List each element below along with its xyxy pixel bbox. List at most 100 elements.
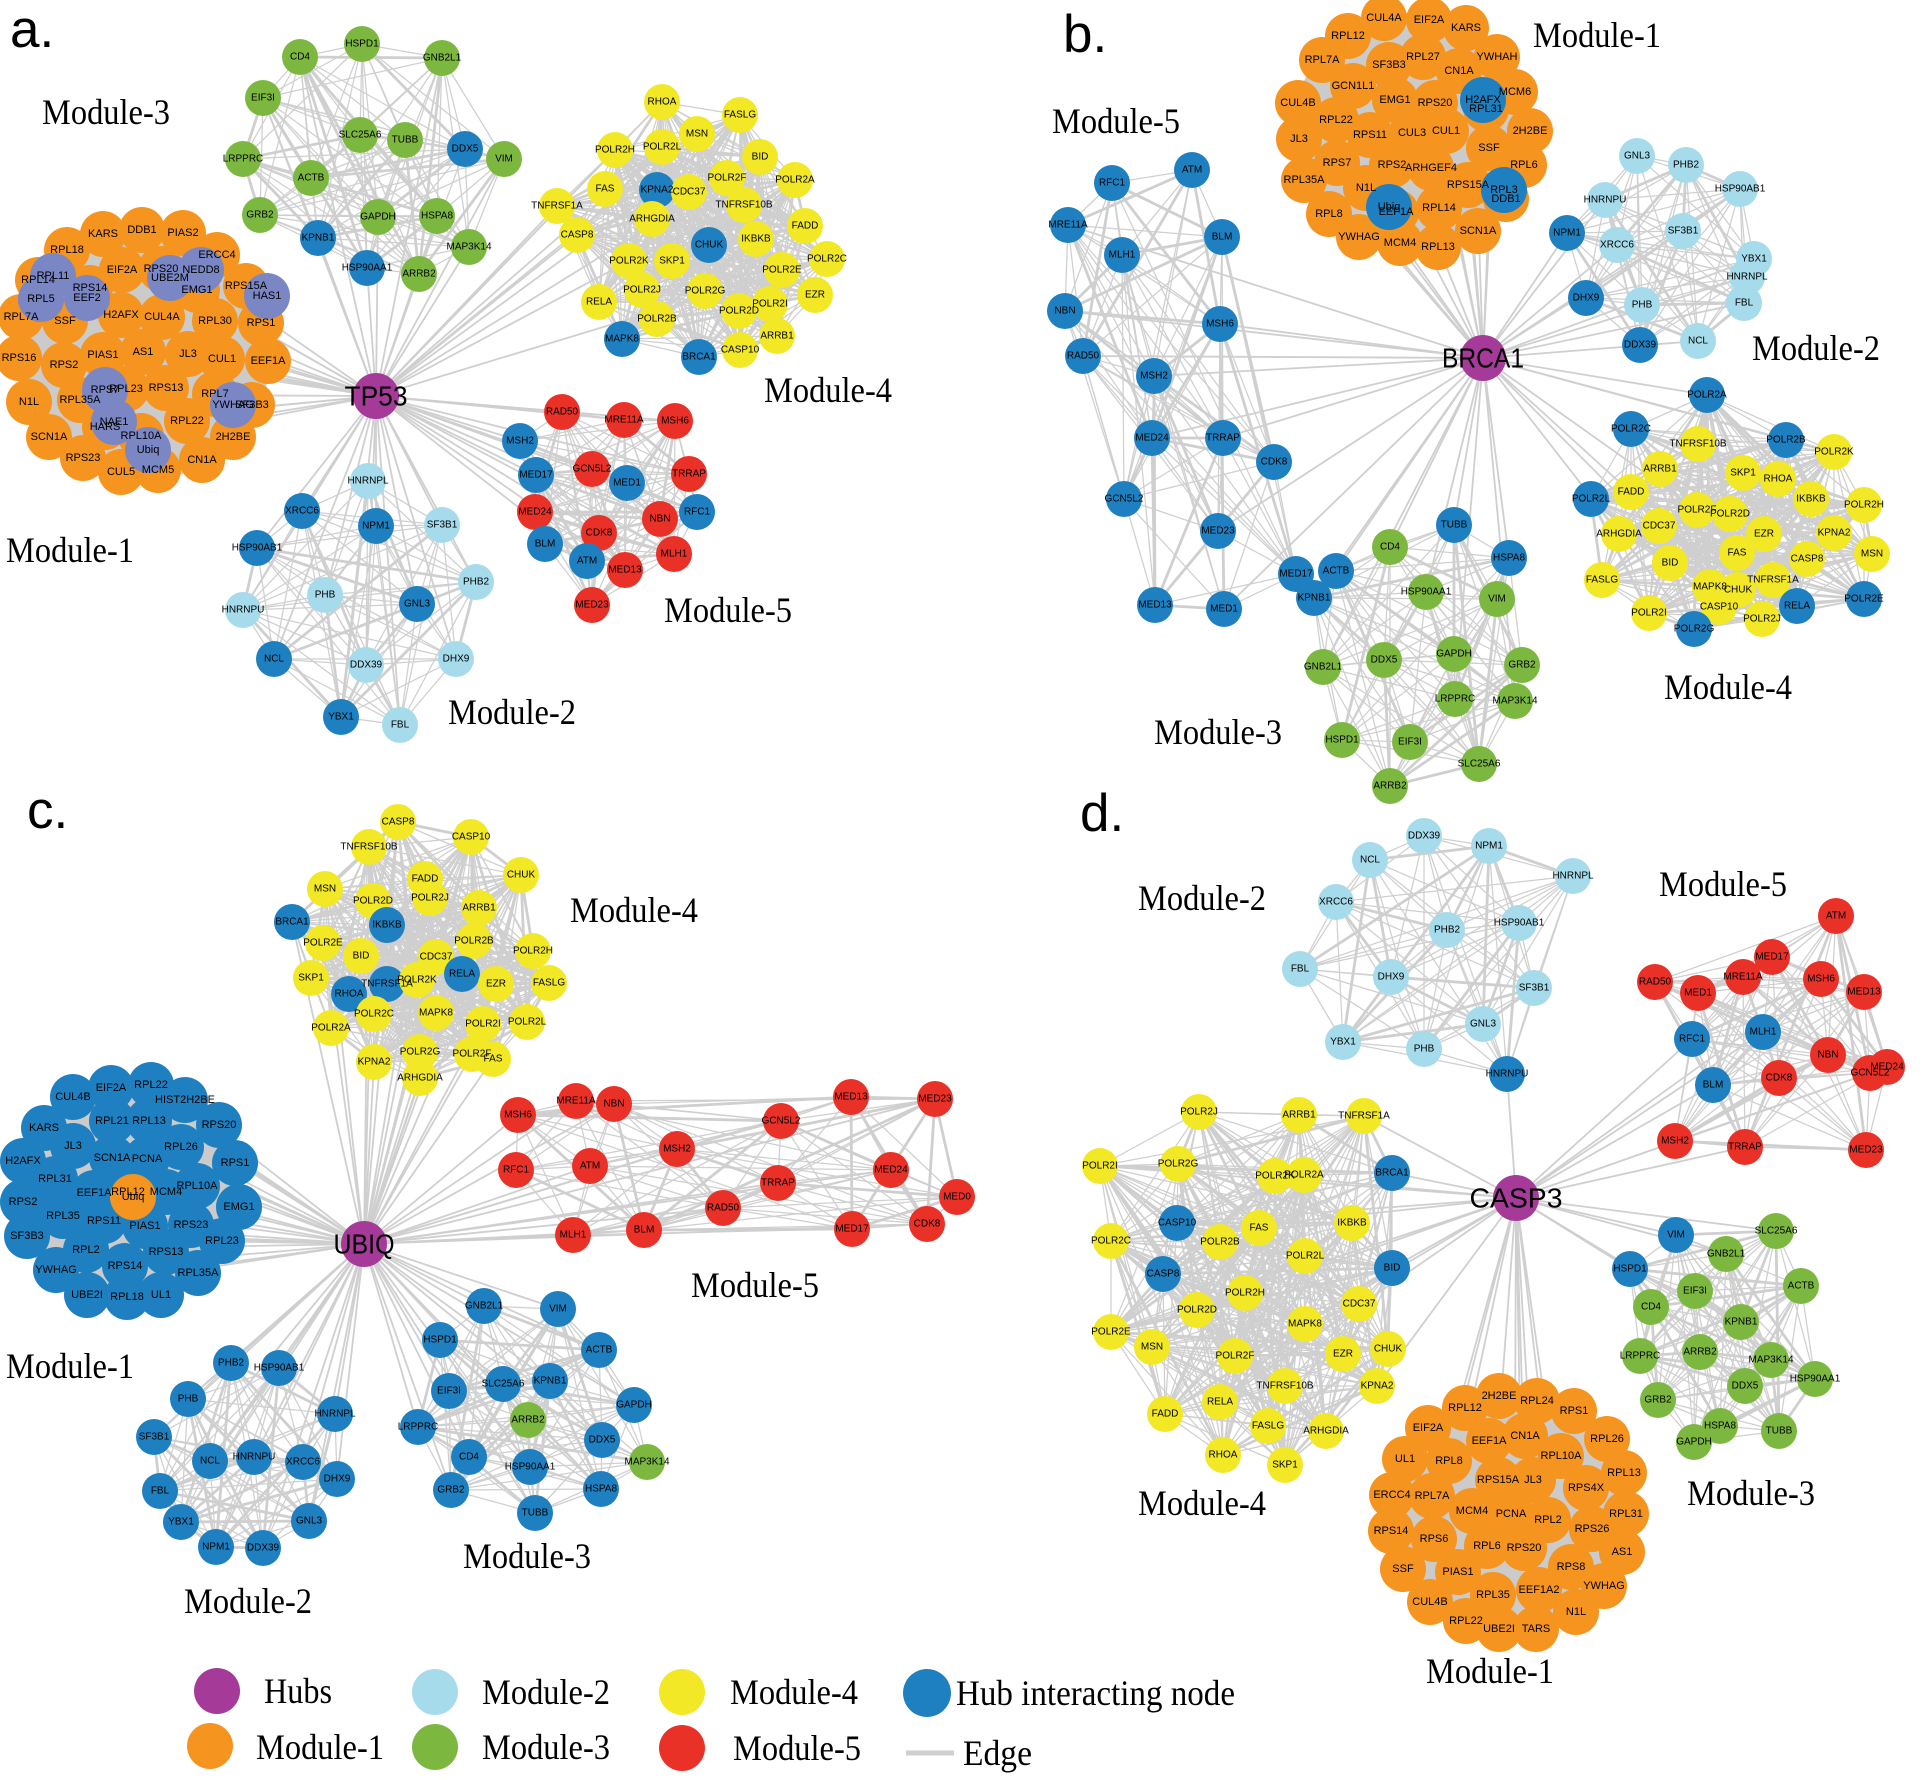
svg-text:EEF2: EEF2 bbox=[73, 292, 101, 304]
svg-text:MRE11A: MRE11A bbox=[604, 415, 644, 426]
svg-text:SF3B3: SF3B3 bbox=[1372, 59, 1406, 71]
svg-text:TUBB: TUBB bbox=[1441, 520, 1468, 531]
svg-text:Ubiq: Ubiq bbox=[137, 444, 160, 456]
svg-text:HNRNPU: HNRNPU bbox=[1584, 195, 1627, 206]
svg-text:POLR2E: POLR2E bbox=[303, 938, 343, 949]
svg-text:ATM: ATM bbox=[577, 556, 597, 567]
svg-text:RPL7A: RPL7A bbox=[1305, 54, 1341, 66]
svg-text:XRCC6: XRCC6 bbox=[1319, 897, 1353, 908]
svg-text:NCL: NCL bbox=[1360, 855, 1380, 866]
svg-text:CDK8: CDK8 bbox=[1766, 1073, 1793, 1084]
svg-text:ATM: ATM bbox=[580, 1161, 600, 1172]
svg-text:DDX39: DDX39 bbox=[350, 660, 383, 671]
svg-text:FADD: FADD bbox=[412, 874, 439, 885]
svg-text:SF3B1: SF3B1 bbox=[139, 1432, 170, 1443]
svg-text:ATM: ATM bbox=[1182, 165, 1202, 176]
svg-text:ARRB2: ARRB2 bbox=[511, 1415, 545, 1426]
svg-text:IKBKB: IKBKB bbox=[372, 920, 402, 931]
svg-text:SCN1A: SCN1A bbox=[94, 1152, 131, 1164]
svg-text:ACTB: ACTB bbox=[298, 173, 325, 184]
svg-text:ARRB2: ARRB2 bbox=[1373, 781, 1407, 792]
svg-text:RPS1: RPS1 bbox=[221, 1157, 250, 1169]
svg-text:POLR2A: POLR2A bbox=[1284, 1170, 1324, 1181]
svg-text:SCN1A: SCN1A bbox=[31, 431, 68, 443]
svg-text:HSPA8: HSPA8 bbox=[585, 1484, 617, 1495]
svg-text:UL1: UL1 bbox=[1395, 1453, 1415, 1465]
svg-text:MCM5: MCM5 bbox=[142, 464, 174, 476]
svg-text:Module-1: Module-1 bbox=[6, 530, 134, 570]
svg-text:PHB2: PHB2 bbox=[218, 1358, 245, 1369]
svg-text:SF3B1: SF3B1 bbox=[1519, 983, 1550, 994]
svg-text:HSPA8: HSPA8 bbox=[1493, 553, 1525, 564]
svg-text:RPL23: RPL23 bbox=[205, 1235, 239, 1247]
svg-text:Module-4: Module-4 bbox=[764, 370, 892, 410]
svg-text:MAPK8: MAPK8 bbox=[1693, 582, 1727, 593]
svg-text:RPS1: RPS1 bbox=[1560, 1405, 1589, 1417]
svg-text:Module-5: Module-5 bbox=[1052, 101, 1180, 141]
svg-text:SSF: SSF bbox=[1478, 142, 1500, 154]
svg-text:Module-4: Module-4 bbox=[1138, 1483, 1266, 1523]
svg-text:POLR2L: POLR2L bbox=[508, 1017, 547, 1028]
svg-text:MSH2: MSH2 bbox=[1140, 371, 1168, 382]
svg-text:DDX5: DDX5 bbox=[452, 144, 479, 155]
svg-text:MSN: MSN bbox=[314, 884, 336, 895]
svg-text:MAP3K14: MAP3K14 bbox=[446, 242, 491, 253]
svg-text:PIAS1: PIAS1 bbox=[87, 349, 118, 361]
svg-text:RPL18: RPL18 bbox=[110, 1291, 144, 1303]
svg-text:UBE2I: UBE2I bbox=[1483, 1623, 1515, 1635]
svg-text:MED1: MED1 bbox=[1684, 988, 1712, 999]
svg-text:RPL6: RPL6 bbox=[1473, 1540, 1501, 1552]
svg-text:KPNA2: KPNA2 bbox=[1361, 1381, 1394, 1392]
svg-text:NPM1: NPM1 bbox=[1475, 841, 1503, 852]
svg-text:GRB2: GRB2 bbox=[1508, 660, 1536, 671]
svg-text:GCN1L1: GCN1L1 bbox=[1332, 80, 1375, 92]
svg-text:HNRNPU: HNRNPU bbox=[233, 1452, 276, 1463]
svg-text:POLR2L: POLR2L bbox=[1572, 494, 1611, 505]
svg-text:HSP90AA1: HSP90AA1 bbox=[505, 1462, 556, 1473]
svg-text:CASP8: CASP8 bbox=[1791, 554, 1824, 565]
svg-text:CUL4B: CUL4B bbox=[1412, 1596, 1447, 1608]
svg-text:CUL4A: CUL4A bbox=[144, 311, 180, 323]
svg-text:RPL35: RPL35 bbox=[1476, 1589, 1510, 1601]
svg-text:PIAS1: PIAS1 bbox=[1442, 1566, 1473, 1578]
svg-text:SLC25A6: SLC25A6 bbox=[339, 130, 382, 141]
svg-text:CASP8: CASP8 bbox=[561, 230, 594, 241]
svg-text:POLR2D: POLR2D bbox=[1177, 1305, 1217, 1316]
svg-text:NBN: NBN bbox=[1817, 1050, 1838, 1061]
svg-text:VIM: VIM bbox=[1667, 1230, 1685, 1241]
svg-text:RAD50: RAD50 bbox=[707, 1203, 740, 1214]
svg-text:ARRB2: ARRB2 bbox=[1683, 1347, 1717, 1358]
svg-text:2H2BE: 2H2BE bbox=[1513, 125, 1548, 137]
svg-text:DDX5: DDX5 bbox=[1732, 1381, 1759, 1392]
svg-text:ARHGDIA: ARHGDIA bbox=[1596, 529, 1642, 540]
svg-text:Module-1: Module-1 bbox=[6, 1346, 134, 1386]
svg-text:Module-2: Module-2 bbox=[1138, 878, 1266, 918]
svg-text:EIF3I: EIF3I bbox=[251, 93, 275, 104]
svg-text:RFC1: RFC1 bbox=[503, 1165, 530, 1176]
svg-text:RAD50: RAD50 bbox=[546, 407, 579, 418]
svg-text:PHB2: PHB2 bbox=[463, 577, 490, 588]
svg-text:MCM4: MCM4 bbox=[1456, 1505, 1488, 1517]
svg-text:FAS: FAS bbox=[596, 184, 615, 195]
svg-text:KARS: KARS bbox=[29, 1122, 59, 1134]
svg-text:CUL1: CUL1 bbox=[1432, 125, 1460, 137]
svg-text:XRCC6: XRCC6 bbox=[285, 506, 319, 517]
svg-text:EEF1A: EEF1A bbox=[77, 1187, 113, 1199]
svg-text:IKBKB: IKBKB bbox=[741, 234, 771, 245]
svg-text:MSH6: MSH6 bbox=[1807, 974, 1835, 985]
svg-text:CUL3: CUL3 bbox=[1398, 127, 1426, 139]
svg-text:POLR2F: POLR2F bbox=[708, 173, 747, 184]
svg-text:FAS: FAS bbox=[1728, 548, 1747, 559]
svg-text:Module-3: Module-3 bbox=[463, 1536, 591, 1576]
svg-text:MED23: MED23 bbox=[1849, 1145, 1883, 1156]
svg-text:IKBKB: IKBKB bbox=[1337, 1218, 1367, 1229]
svg-text:GRB2: GRB2 bbox=[246, 210, 274, 221]
svg-text:RPS14: RPS14 bbox=[108, 1260, 143, 1272]
svg-text:EIF2A: EIF2A bbox=[107, 264, 138, 276]
svg-text:POLR2L: POLR2L bbox=[1286, 1251, 1325, 1262]
svg-text:DDX39: DDX39 bbox=[1408, 831, 1441, 842]
svg-text:MED23: MED23 bbox=[1201, 526, 1235, 537]
svg-text:TUBB: TUBB bbox=[1766, 1426, 1793, 1437]
svg-text:POLR2D: POLR2D bbox=[353, 896, 393, 907]
svg-text:POLR2C: POLR2C bbox=[1611, 424, 1651, 435]
